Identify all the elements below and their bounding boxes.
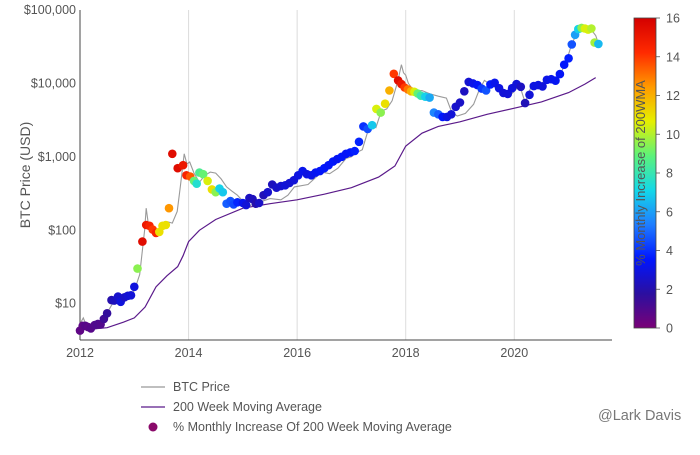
monthly-increase-point — [198, 169, 208, 179]
axes: 2012 2014 2016 2018 2020 $10 $100 $1,000 $10,000… — [24, 3, 612, 360]
monthly-increase-point — [126, 291, 136, 300]
plot-background — [80, 10, 612, 340]
colorbar-tick-label: 4 — [666, 244, 673, 258]
colorbar-tick-label: 12 — [666, 89, 680, 103]
monthly-increase-point — [178, 160, 188, 170]
scatter-series — [75, 23, 603, 335]
colorbar-tick-label: 2 — [666, 283, 673, 297]
x-tick-label: 2014 — [175, 346, 203, 360]
monthly-increase-point — [168, 149, 177, 159]
monthly-increase-point — [525, 90, 534, 100]
legend-swatch-monthly-increase — [148, 422, 158, 432]
monthly-increase-point — [161, 220, 171, 230]
monthly-increase-point — [138, 237, 147, 246]
colorbar-tick-label: 16 — [666, 12, 680, 26]
watermark-text: @Lark Davis — [598, 408, 682, 424]
colorbar-tick-label: 8 — [666, 167, 673, 181]
monthly-increase-point — [538, 82, 547, 91]
colorbar-tick-label: 14 — [666, 50, 680, 64]
monthly-increase-point — [102, 309, 112, 318]
colorbar: 0 2 4 6 8 10 12 14 16 % Monthly Increase of 200WM… — [633, 12, 680, 336]
monthly-increase-point — [367, 120, 377, 130]
colorbar-tick-label: 0 — [666, 322, 673, 336]
monthly-increase-point — [389, 69, 399, 79]
monthly-increase-point — [551, 76, 560, 85]
legend-swatch-200-week-ma — [141, 406, 165, 408]
monthly-increase-point — [133, 264, 142, 273]
wma-200-line — [79, 77, 597, 331]
monthly-increase-point — [481, 86, 491, 95]
monthly-increase-point — [203, 176, 212, 186]
monthly-increase-point — [447, 110, 456, 119]
monthly-increase-point — [354, 137, 364, 147]
monthly-increase-point — [385, 86, 394, 95]
legend-swatch-btc-price — [141, 386, 165, 388]
monthly-increase-point — [516, 82, 526, 92]
monthly-increase-point — [241, 200, 251, 210]
legend-label-200-week-ma: 200 Week Moving Average — [173, 400, 322, 414]
monthly-increase-point — [555, 69, 565, 79]
monthly-increase-point — [567, 40, 577, 49]
y-axis-label: BTC Price (USD) — [17, 122, 33, 229]
y-tick-label: $10,000 — [31, 76, 76, 90]
y-tick-label: $100 — [48, 223, 76, 237]
legend-label-btc-price: BTC Price — [173, 380, 230, 394]
monthly-increase-point — [520, 98, 530, 108]
colorbar-tick-label: 10 — [666, 128, 680, 142]
monthly-increase-point — [254, 198, 264, 208]
monthly-increase-point — [564, 54, 573, 63]
monthly-increase-point — [263, 187, 273, 197]
colorbar-title: % Monthly Increase of 200WMA — [633, 80, 648, 266]
y-tick-label: $1,000 — [38, 150, 76, 164]
y-tick-label: $10 — [55, 297, 76, 311]
monthly-increase-point — [594, 39, 603, 49]
x-tick-label: 2012 — [66, 346, 94, 360]
monthly-increase-point — [460, 87, 469, 96]
y-tick-label: $100,000 — [24, 3, 76, 17]
x-tick-label: 2016 — [283, 346, 311, 360]
monthly-increase-point — [218, 187, 228, 197]
monthly-increase-point — [425, 93, 434, 102]
x-tick-label: 2020 — [500, 346, 528, 360]
monthly-increase-point — [350, 146, 360, 156]
monthly-increase-point — [164, 203, 174, 213]
colorbar-tick-label: 6 — [666, 205, 673, 219]
monthly-increase-point — [455, 98, 465, 107]
monthly-increase-point — [559, 60, 569, 69]
monthly-increase-point — [380, 99, 390, 108]
monthly-increase-point — [192, 179, 201, 188]
monthly-increase-point — [376, 108, 386, 117]
monthly-increase-point — [130, 282, 139, 292]
legend-label-monthly-increase: % Monthly Increase Of 200 Week Moving Av… — [173, 420, 452, 434]
x-tick-label: 2018 — [392, 346, 420, 360]
monthly-increase-point — [587, 24, 596, 33]
